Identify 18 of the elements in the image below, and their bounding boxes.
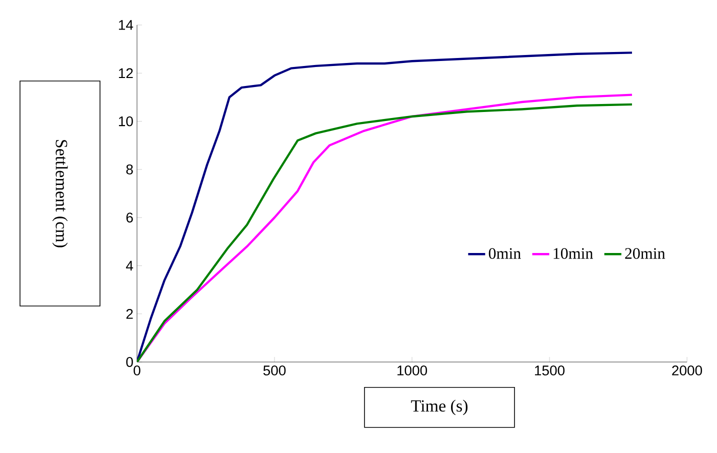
legend-label: 0min: [488, 248, 521, 259]
y-tick-label: 12: [118, 68, 133, 78]
x-axis-title: Time (s): [411, 400, 468, 416]
y-tick-label: 6: [126, 212, 133, 223]
y-tick-label: 4: [126, 260, 134, 271]
y-tick-label: 8: [126, 164, 133, 174]
legend-label: 10min: [554, 248, 594, 259]
y-tick-label: 10: [118, 116, 133, 126]
x-tick-label: 1500: [534, 366, 565, 376]
x-tick-label: 1000: [397, 366, 428, 376]
x-tick-label: 2000: [672, 366, 702, 376]
x-tick-label: 500: [263, 366, 286, 376]
y-tick-label: 14: [118, 20, 134, 30]
legend-label: 20min: [625, 248, 666, 259]
y-tick-label: 0: [126, 357, 133, 367]
x-tick-label: 0: [134, 366, 140, 376]
y-tick-label: 2: [126, 308, 133, 319]
y-axis-title: Settlement (cm): [52, 140, 68, 248]
